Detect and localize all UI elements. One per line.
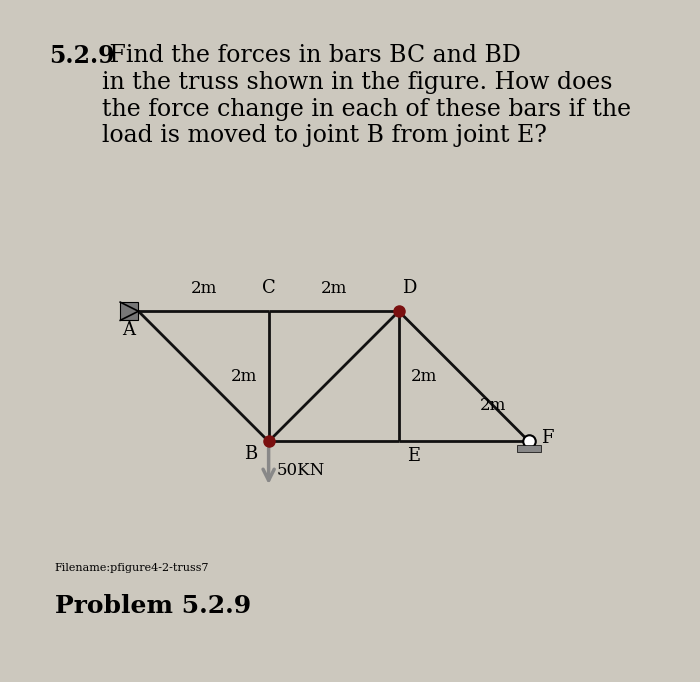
- Text: 2m: 2m: [190, 280, 217, 297]
- Bar: [120, 302, 139, 321]
- Text: 2m: 2m: [321, 280, 347, 297]
- Text: A: A: [122, 321, 135, 339]
- Text: E: E: [407, 447, 420, 464]
- Text: 5.2.9: 5.2.9: [49, 44, 115, 68]
- Text: Find the forces in bars BC and BD
in the truss shown in the figure. How does
the: Find the forces in bars BC and BD in the…: [102, 44, 631, 147]
- Text: C: C: [262, 279, 276, 297]
- Text: 50KN: 50KN: [276, 462, 325, 479]
- Text: Problem 5.2.9: Problem 5.2.9: [55, 594, 251, 618]
- Text: D: D: [402, 279, 416, 297]
- Text: 2m: 2m: [410, 368, 437, 385]
- Text: B: B: [244, 445, 257, 463]
- Bar: [517, 445, 540, 452]
- Text: Filename:pfigure4-2-truss7: Filename:pfigure4-2-truss7: [55, 563, 209, 573]
- Text: F: F: [540, 429, 553, 447]
- Text: 2m: 2m: [480, 397, 507, 414]
- Text: 2m: 2m: [230, 368, 257, 385]
